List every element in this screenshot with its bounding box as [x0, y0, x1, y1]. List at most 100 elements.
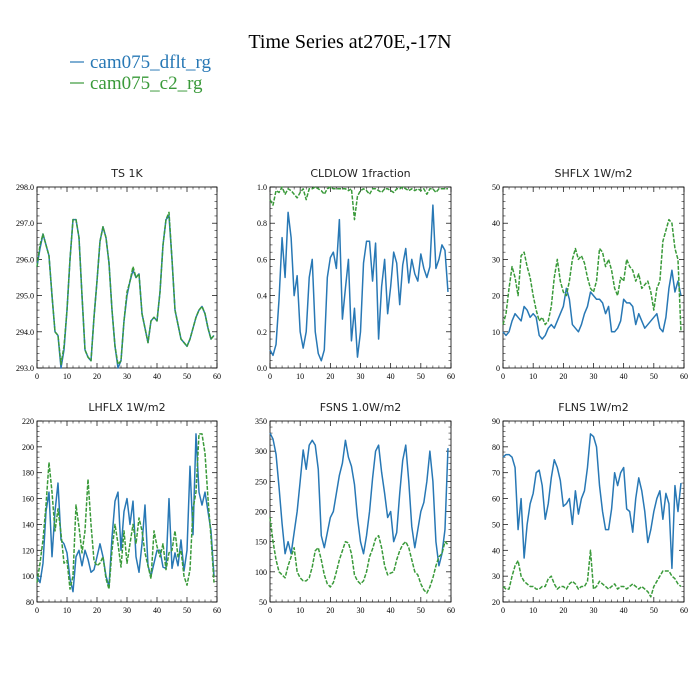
- series-line-dflt: [269, 204, 449, 362]
- y-tick-label: 20: [492, 598, 500, 607]
- legend-label-c2: cam075_c2_rg: [90, 73, 203, 94]
- panel-title: TS 1K: [110, 167, 143, 180]
- x-tick-label: 60: [213, 606, 221, 615]
- x-tick-label: 30: [357, 606, 365, 615]
- x-tick-label: 0: [35, 606, 39, 615]
- legend-label-dflt: cam075_dflt_rg: [90, 52, 212, 73]
- y-tick-label: 150: [255, 538, 267, 547]
- series-line-c2: [36, 433, 215, 590]
- x-tick-label: 10: [296, 606, 304, 615]
- y-tick-label: 50: [492, 183, 500, 192]
- plot-frame: [36, 420, 218, 603]
- y-tick-label: 160: [22, 495, 34, 504]
- y-tick-label: 0.0: [257, 364, 267, 373]
- x-tick-label: 20: [93, 606, 101, 615]
- x-tick-label: 20: [326, 606, 334, 615]
- x-tick-label: 30: [123, 372, 131, 381]
- y-tick-label: 200: [255, 508, 267, 517]
- y-tick-label: 220: [22, 417, 34, 426]
- y-tick-label: 300: [255, 447, 267, 456]
- chart-panel-3: SHFLX 1W/m2 0 10 20 30 40 50 60 0 10 20 30 40 50: [492, 167, 688, 381]
- y-tick-label: 350: [255, 417, 267, 426]
- x-tick-label: 10: [529, 372, 537, 381]
- chart-panel-4: LHFLX 1W/m2 0 10 20 30 40 50 60 80 100 120 140 160 18…: [22, 401, 221, 615]
- x-tick-label: 60: [680, 372, 688, 381]
- chart-panel-2: CLDLOW 1fraction 0 10 20 30 40 50 60 0.0 0.2 0.4 0.…: [257, 167, 455, 381]
- y-tick-label: 100: [22, 572, 34, 581]
- x-tick-label: 40: [153, 606, 161, 615]
- panel-title: SHFLX 1W/m2: [554, 167, 632, 180]
- x-tick-label: 20: [559, 372, 567, 381]
- x-tick-label: 20: [93, 372, 101, 381]
- series-line-dflt: [36, 433, 215, 593]
- x-tick-label: 10: [529, 606, 537, 615]
- y-tick-label: 70: [492, 469, 500, 478]
- y-tick-label: 30: [492, 572, 500, 581]
- x-tick-label: 40: [620, 372, 628, 381]
- x-tick-label: 10: [63, 372, 71, 381]
- y-tick-label: 297.0: [16, 219, 34, 228]
- chart-panel-5: FSNS 1.0W/m2 0 10 20 30 40 50 60 50 100 150 200 250 3…: [255, 401, 455, 615]
- x-tick-label: 60: [447, 606, 455, 615]
- series-line-c2: [36, 211, 215, 366]
- panel-title: FSNS 1.0W/m2: [320, 401, 402, 414]
- y-tick-label: 0.2: [257, 328, 267, 337]
- x-tick-label: 10: [296, 372, 304, 381]
- y-tick-label: 0.8: [257, 219, 267, 228]
- y-tick-label: 0: [496, 364, 500, 373]
- x-tick-label: 50: [417, 372, 425, 381]
- y-tick-label: 80: [492, 443, 500, 452]
- plot-frame: [502, 420, 685, 603]
- y-tick-label: 20: [492, 292, 500, 301]
- y-tick-label: 293.0: [16, 364, 34, 373]
- y-tick-label: 120: [22, 546, 34, 555]
- y-tick-label: 40: [492, 219, 500, 228]
- chart-panel-6: FLNS 1W/m2 0 10 20 30 40 50 60 20 30 40 50 60 70 80 90: [492, 401, 688, 615]
- legend: cam075_dflt_rg cam075_c2_rg: [70, 52, 212, 94]
- series-line-c2: [502, 549, 682, 598]
- y-tick-label: 40: [492, 546, 500, 555]
- y-tick-label: 1.0: [257, 183, 267, 192]
- series-line-dflt: [502, 433, 682, 570]
- x-tick-label: 30: [590, 372, 598, 381]
- plot-frame: [502, 186, 685, 369]
- x-tick-label: 30: [357, 372, 365, 381]
- y-tick-label: 60: [492, 495, 500, 504]
- x-tick-label: 0: [501, 606, 505, 615]
- y-tick-label: 295.0: [16, 292, 34, 301]
- y-tick-label: 90: [492, 417, 500, 426]
- x-tick-label: 10: [63, 606, 71, 615]
- y-tick-label: 50: [259, 598, 267, 607]
- x-tick-label: 40: [153, 372, 161, 381]
- x-tick-label: 30: [590, 606, 598, 615]
- y-tick-label: 294.0: [16, 328, 34, 337]
- series-line-c2: [269, 186, 448, 221]
- y-tick-label: 0.6: [257, 255, 267, 264]
- series-line-dflt: [269, 432, 449, 567]
- x-tick-label: 50: [183, 606, 191, 615]
- panels-group: TS 1K 0 10 20 30 40 50 60 293.0 294.0 295.0 296.0 29…: [16, 167, 688, 615]
- y-tick-label: 30: [492, 255, 500, 264]
- x-tick-label: 30: [123, 606, 131, 615]
- x-tick-label: 0: [268, 372, 272, 381]
- y-tick-label: 296.0: [16, 255, 34, 264]
- y-tick-label: 10: [492, 328, 500, 337]
- series-line-c2: [502, 218, 682, 332]
- y-tick-label: 250: [255, 477, 267, 486]
- y-tick-label: 298.0: [16, 183, 34, 192]
- x-tick-label: 0: [501, 372, 505, 381]
- x-tick-label: 50: [417, 606, 425, 615]
- y-tick-label: 0.4: [257, 292, 267, 301]
- panel-title: CLDLOW 1fraction: [310, 167, 410, 180]
- x-tick-label: 50: [650, 606, 658, 615]
- x-tick-label: 40: [620, 606, 628, 615]
- y-tick-label: 140: [22, 520, 34, 529]
- x-tick-label: 0: [268, 606, 272, 615]
- panel-title: FLNS 1W/m2: [558, 401, 628, 414]
- x-tick-label: 0: [35, 372, 39, 381]
- y-tick-label: 180: [22, 469, 34, 478]
- x-tick-label: 60: [213, 372, 221, 381]
- x-tick-label: 60: [680, 606, 688, 615]
- y-tick-label: 100: [255, 568, 267, 577]
